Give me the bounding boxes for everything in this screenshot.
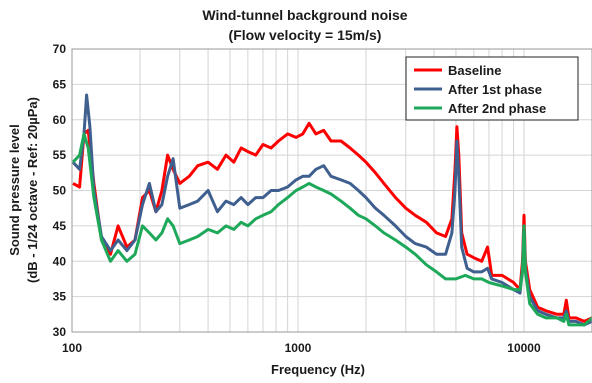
chart-title-line-2: (Flow velocity = 15m/s) xyxy=(229,27,382,43)
y-axis-label-line-1: Sound pressure level xyxy=(7,124,22,256)
y-axis-ticks: 30 35 40 45 50 55 60 65 70 xyxy=(53,42,67,339)
series-line-1 xyxy=(72,121,592,323)
y-tick-label: 50 xyxy=(53,184,67,198)
legend-label-1: Baseline xyxy=(448,63,501,78)
plot-area-frame xyxy=(71,48,592,333)
y-tick-label: 45 xyxy=(53,219,67,233)
series-lines xyxy=(71,93,592,327)
x-tick-label: 100 xyxy=(62,341,82,355)
legend-label-3: After 2nd phase xyxy=(448,101,546,116)
x-tick-label: 1000 xyxy=(285,341,312,355)
y-tick-label: 35 xyxy=(53,290,67,304)
legend: Baseline After 1st phase After 2nd phase xyxy=(405,56,579,121)
y-tick-label: 65 xyxy=(53,77,67,91)
y-tick-label: 55 xyxy=(53,148,67,162)
y-tick-label: 70 xyxy=(53,42,67,56)
series-line-3 xyxy=(71,132,592,327)
y-tick-label: 30 xyxy=(53,325,67,339)
legend-label-2: After 1st phase xyxy=(448,82,542,97)
x-axis-ticks: 100 1000 10000 xyxy=(62,341,541,355)
x-axis-label: Frequency (Hz) xyxy=(271,362,365,377)
chart-title-line-1: Wind-tunnel background noise xyxy=(202,7,407,23)
y-tick-label: 40 xyxy=(53,254,67,268)
y-axis-label-line-2: (dB - 1/24 octave - Ref: 20µPa) xyxy=(25,97,40,283)
y-tick-label: 60 xyxy=(53,113,67,127)
x-tick-label: 10000 xyxy=(507,341,541,355)
